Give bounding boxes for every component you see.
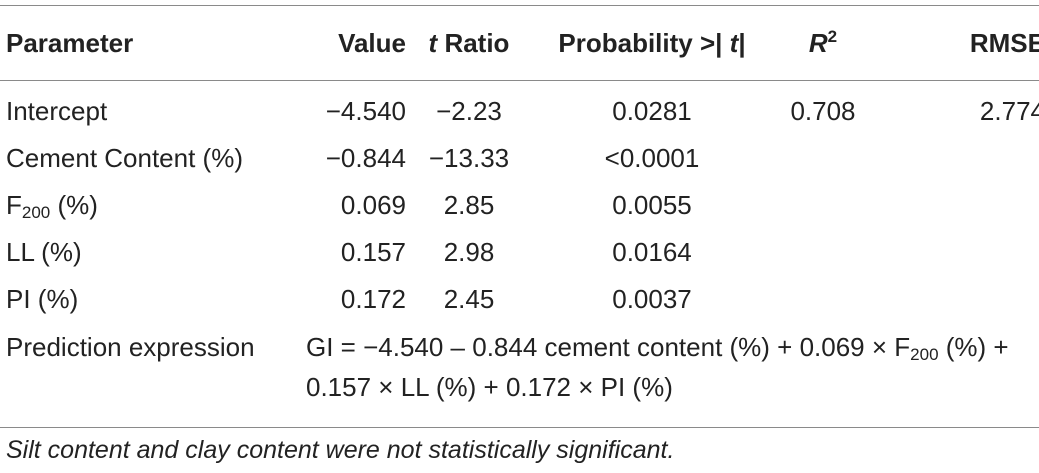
cell-parameter: Cement Content (%) bbox=[6, 143, 243, 173]
cell-parameter: PI (%) bbox=[6, 284, 79, 314]
header-row: Parameter Value t Ratio Probability >| t… bbox=[0, 6, 1039, 80]
cell-probability: <0.0001 bbox=[604, 143, 700, 173]
cell-rmse bbox=[874, 135, 1039, 182]
cell-value: −0.844 bbox=[325, 143, 406, 173]
cell-t-ratio: 2.98 bbox=[443, 237, 495, 267]
param-f-sub: 200 bbox=[21, 203, 51, 222]
cell-rmse bbox=[874, 182, 1039, 229]
cell-probability: 0.0055 bbox=[612, 190, 692, 220]
param-f-rest: (%) bbox=[50, 190, 98, 220]
cell-t-ratio: 2.45 bbox=[443, 284, 495, 314]
cell-rmse: 2.774 bbox=[979, 96, 1039, 126]
param-f-base: F bbox=[6, 190, 22, 220]
header-rule bbox=[0, 80, 1039, 81]
expr-sub: 200 bbox=[910, 345, 939, 364]
header-parameter: Parameter bbox=[6, 27, 134, 58]
cell-value: 0.069 bbox=[340, 190, 406, 220]
cell-rmse bbox=[874, 229, 1039, 276]
cell-value: 0.172 bbox=[340, 284, 406, 314]
header-probability-prefix: Probability >| bbox=[558, 27, 730, 58]
expr-part1: GI = −4.540 – 0.844 cement content (%) +… bbox=[306, 332, 911, 362]
cell-value: 0.157 bbox=[340, 237, 406, 267]
header-probability-t: t bbox=[729, 27, 739, 58]
top-rule bbox=[0, 5, 1039, 6]
cell-r-squared bbox=[772, 182, 874, 229]
header-rmse: RMSE bbox=[969, 27, 1039, 58]
cell-parameter: F200 (%) bbox=[0, 182, 306, 229]
regression-table: Parameter Value t Ratio Probability >| t… bbox=[0, 6, 1039, 407]
cell-t-ratio: −2.23 bbox=[436, 96, 502, 126]
header-t-italic: t bbox=[428, 27, 438, 58]
header-value: Value bbox=[338, 27, 406, 58]
header-t-ratio: t Ratio bbox=[406, 6, 532, 80]
cell-r-squared bbox=[772, 135, 874, 182]
table-footnote: Silt content and clay content were not s… bbox=[6, 436, 675, 464]
prediction-expression: GI = −4.540 – 0.844 cement content (%) +… bbox=[306, 323, 1039, 407]
cell-t-ratio: 2.85 bbox=[443, 190, 495, 220]
cell-r-squared bbox=[772, 229, 874, 276]
expr-part2: (%) + 0.157 × LL (%) + 0.172 × PI (%) bbox=[306, 332, 1009, 402]
table-row: F200 (%) 0.069 2.85 0.0055 bbox=[0, 182, 1039, 229]
cell-probability: 0.0164 bbox=[612, 237, 692, 267]
cell-r-squared bbox=[772, 276, 874, 323]
header-r-sup: 2 bbox=[827, 26, 838, 46]
cell-r-squared: 0.708 bbox=[790, 96, 856, 126]
cell-rmse bbox=[874, 276, 1039, 323]
header-probability: Probability >| t| bbox=[532, 6, 772, 80]
header-r-squared: R2 bbox=[772, 6, 874, 80]
cell-probability: 0.0281 bbox=[612, 96, 692, 126]
table-row: Intercept −4.540 −2.23 0.0281 0.708 2.77… bbox=[0, 80, 1039, 135]
prediction-label: Prediction expression bbox=[6, 332, 255, 362]
table-row: Cement Content (%) −0.844 −13.33 <0.0001 bbox=[0, 135, 1039, 182]
table-row: LL (%) 0.157 2.98 0.0164 bbox=[0, 229, 1039, 276]
cell-parameter: LL (%) bbox=[6, 237, 82, 267]
bottom-rule bbox=[0, 427, 1039, 428]
header-t-ratio-text: Ratio bbox=[437, 27, 510, 58]
cell-probability: 0.0037 bbox=[612, 284, 692, 314]
cell-value: −4.540 bbox=[325, 96, 406, 126]
header-r: R bbox=[808, 27, 828, 58]
cell-parameter: Intercept bbox=[6, 96, 108, 126]
table-row: PI (%) 0.172 2.45 0.0037 bbox=[0, 276, 1039, 323]
prediction-row: Prediction expression GI = −4.540 – 0.84… bbox=[0, 323, 1039, 407]
header-probability-suffix: | bbox=[738, 27, 746, 58]
cell-t-ratio: −13.33 bbox=[428, 143, 510, 173]
